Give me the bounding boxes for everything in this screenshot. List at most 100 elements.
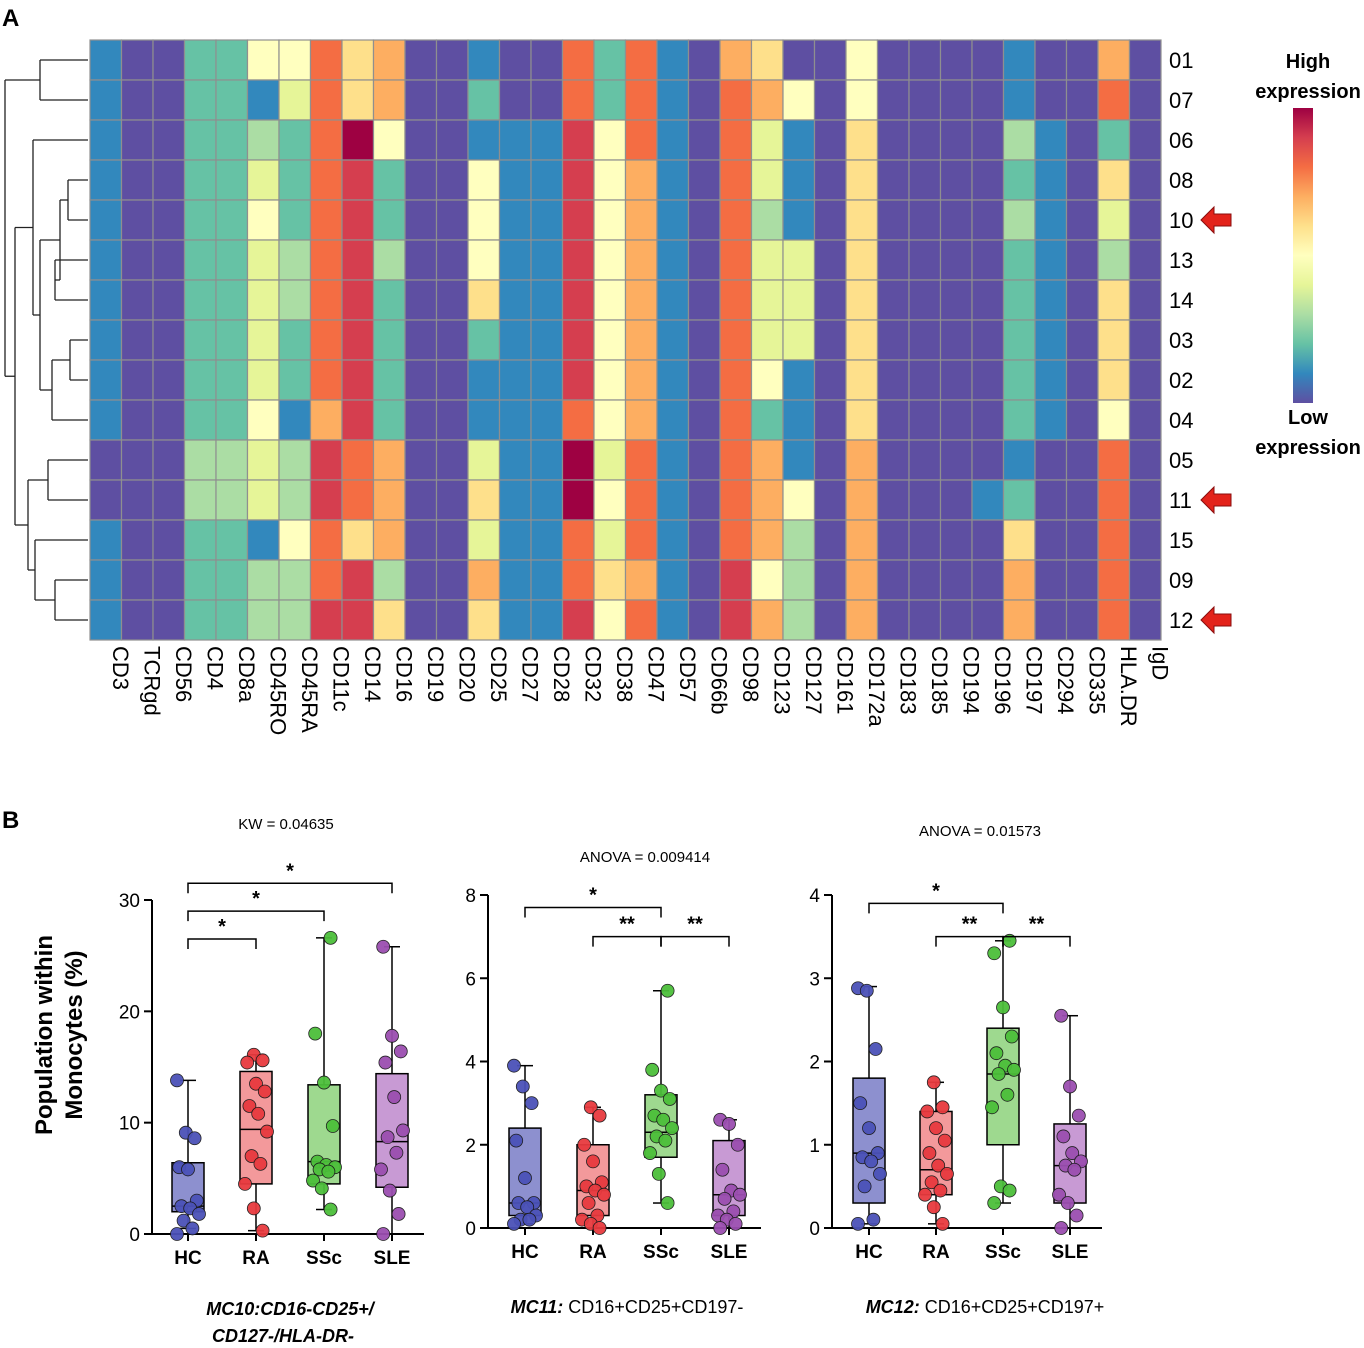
heatmap-cell-08-CD56 bbox=[152, 159, 186, 201]
point-RA bbox=[940, 1166, 954, 1181]
heatmap-cell-02-TCRgd bbox=[120, 359, 154, 401]
heatmap-cell-09-CD66b bbox=[687, 559, 721, 601]
heatmap-cell-02-CD8a bbox=[215, 359, 249, 401]
heatmap-cell-11-CD161 bbox=[813, 479, 847, 521]
column-label-IgD: IgD bbox=[1147, 646, 1172, 680]
heatmap-cell-10-TCRgd bbox=[120, 199, 154, 241]
heatmap-cell-11-CD27 bbox=[498, 479, 532, 521]
heatmap-cell-03-CD66b bbox=[687, 319, 721, 361]
row-label-14: 14 bbox=[1169, 288, 1193, 313]
point-SLE bbox=[722, 1117, 736, 1131]
heatmap-cell-05-CD56 bbox=[152, 439, 186, 481]
heatmap-cell-03-CD194 bbox=[939, 319, 973, 361]
heatmap-cell-12-CD38 bbox=[593, 599, 627, 641]
heatmap-cell-15-CD47 bbox=[624, 519, 658, 561]
point-SSc bbox=[1000, 1087, 1015, 1102]
significance-label: ** bbox=[619, 914, 635, 936]
heatmap-cell-09-CD294 bbox=[1034, 559, 1068, 601]
heatmap-cell-03-CD335 bbox=[1065, 319, 1099, 361]
significance-label: * bbox=[932, 880, 940, 902]
y-tick-label: 4 bbox=[465, 1053, 476, 1074]
significance-bracket bbox=[524, 906, 662, 918]
heatmap-cell-08-CD45RA bbox=[278, 159, 312, 201]
heatmap-cell-15-CD19 bbox=[404, 519, 438, 561]
heatmap-cell-02-IgD bbox=[1128, 359, 1162, 401]
heatmap-cell-12-CD3 bbox=[89, 599, 123, 641]
point-RA bbox=[592, 1108, 607, 1123]
x-tick-label-SSc: SSc bbox=[306, 1248, 342, 1269]
heatmap-cell-10-CD185 bbox=[908, 199, 942, 241]
point-SLE bbox=[1054, 1008, 1069, 1023]
point-HC bbox=[864, 1154, 879, 1169]
row-label-07: 07 bbox=[1169, 88, 1193, 113]
point-SLE bbox=[380, 1130, 395, 1145]
heatmap-cell-11-CD45RA bbox=[278, 479, 312, 521]
heatmap-cell-05-IgD bbox=[1128, 439, 1162, 481]
heatmap-cell-03-CD28 bbox=[530, 319, 564, 361]
heatmap-cell-07-CD14 bbox=[341, 79, 375, 121]
heatmap-cell-11-IgD bbox=[1128, 479, 1162, 521]
point-HC bbox=[866, 1212, 881, 1227]
heatmap-cell-01-CD161 bbox=[813, 39, 847, 81]
heatmap-cell-10-CD172a bbox=[845, 199, 879, 241]
heatmap-cell-04-CD27 bbox=[498, 399, 532, 441]
panel-a-label: A bbox=[2, 5, 19, 32]
mc12-caption-italic: MC12: bbox=[866, 1297, 920, 1317]
heatmap-cell-11-CD127 bbox=[782, 479, 816, 521]
heatmap-cell-04-CD16 bbox=[372, 399, 406, 441]
heatmap-cell-10-CD45RA bbox=[278, 199, 312, 241]
heatmap-cell-01-CD38 bbox=[593, 39, 627, 81]
heatmap-cell-13-CD11c bbox=[309, 239, 343, 281]
heatmap-cell-05-CD19 bbox=[404, 439, 438, 481]
heatmap-cell-08-CD194 bbox=[939, 159, 973, 201]
heatmap-cell-07-CD98 bbox=[719, 79, 753, 121]
heatmap-cell-02-CD45RO bbox=[246, 359, 280, 401]
heatmap-cell-08-CD28 bbox=[530, 159, 564, 201]
point-RA bbox=[581, 1196, 596, 1210]
heatmap-cell-02-CD4 bbox=[183, 359, 217, 401]
point-SSc bbox=[1002, 1183, 1017, 1198]
heatmap-cell-15-CD28 bbox=[530, 519, 564, 561]
point-RA bbox=[597, 1187, 611, 1202]
heatmap-cell-15-CD20 bbox=[435, 519, 469, 561]
heatmap-cell-10-CD57 bbox=[656, 199, 690, 241]
heatmap-cell-05-CD197 bbox=[1002, 439, 1036, 481]
heatmap-cell-02-CD25 bbox=[467, 359, 501, 401]
column-label-CD20: CD20 bbox=[454, 646, 479, 702]
heatmap-cell-13-CD3 bbox=[89, 239, 123, 281]
point-SSc bbox=[1004, 1029, 1019, 1044]
heatmap-cell-03-IgD bbox=[1128, 319, 1162, 361]
heatmap-cell-07-CD335 bbox=[1065, 79, 1099, 121]
heatmap-cell-01-HLA.DR bbox=[1097, 39, 1131, 81]
row-label-09: 09 bbox=[1169, 568, 1193, 593]
heatmap-cell-01-CD25 bbox=[467, 39, 501, 81]
heatmap-cell-12-CD196 bbox=[971, 599, 1005, 641]
heatmap-cell-11-CD196 bbox=[971, 479, 1005, 521]
heatmap-cell-05-CD8a bbox=[215, 439, 249, 481]
significance-bracket bbox=[592, 935, 662, 947]
column-label-HLA.DR: HLA.DR bbox=[1116, 646, 1141, 727]
heatmap-cell-01-CD123 bbox=[750, 39, 784, 81]
point-RA bbox=[240, 1055, 255, 1070]
heatmap-cell-04-CD47 bbox=[624, 399, 658, 441]
heatmap-cell-15-TCRgd bbox=[120, 519, 154, 561]
point-RA bbox=[918, 1187, 932, 1202]
panel-b-label: B bbox=[2, 807, 19, 834]
heatmap-cell-01-CD45RO bbox=[246, 39, 280, 81]
point-RA bbox=[583, 1100, 598, 1115]
heatmap-cell-10-CD14 bbox=[341, 199, 375, 241]
heatmap-cell-09-CD38 bbox=[593, 559, 627, 601]
point-SLE bbox=[1067, 1162, 1082, 1177]
heatmap-cell-07-CD183 bbox=[876, 79, 910, 121]
heatmap-cell-01-CD294 bbox=[1034, 39, 1068, 81]
point-RA bbox=[242, 1099, 257, 1113]
heatmap-cell-11-CD14 bbox=[341, 479, 375, 521]
heatmap-cell-09-CD25 bbox=[467, 559, 501, 601]
heatmap-cell-10-CD25 bbox=[467, 199, 501, 241]
heatmap-cell-01-CD19 bbox=[404, 39, 438, 81]
y-tick-label: 3 bbox=[809, 969, 820, 990]
heatmap-cell-07-CD28 bbox=[530, 79, 564, 121]
heatmap-cell-10-HLA.DR bbox=[1097, 199, 1131, 241]
heatmap-cell-13-CD194 bbox=[939, 239, 973, 281]
heatmap-cell-10-CD183 bbox=[876, 199, 910, 241]
